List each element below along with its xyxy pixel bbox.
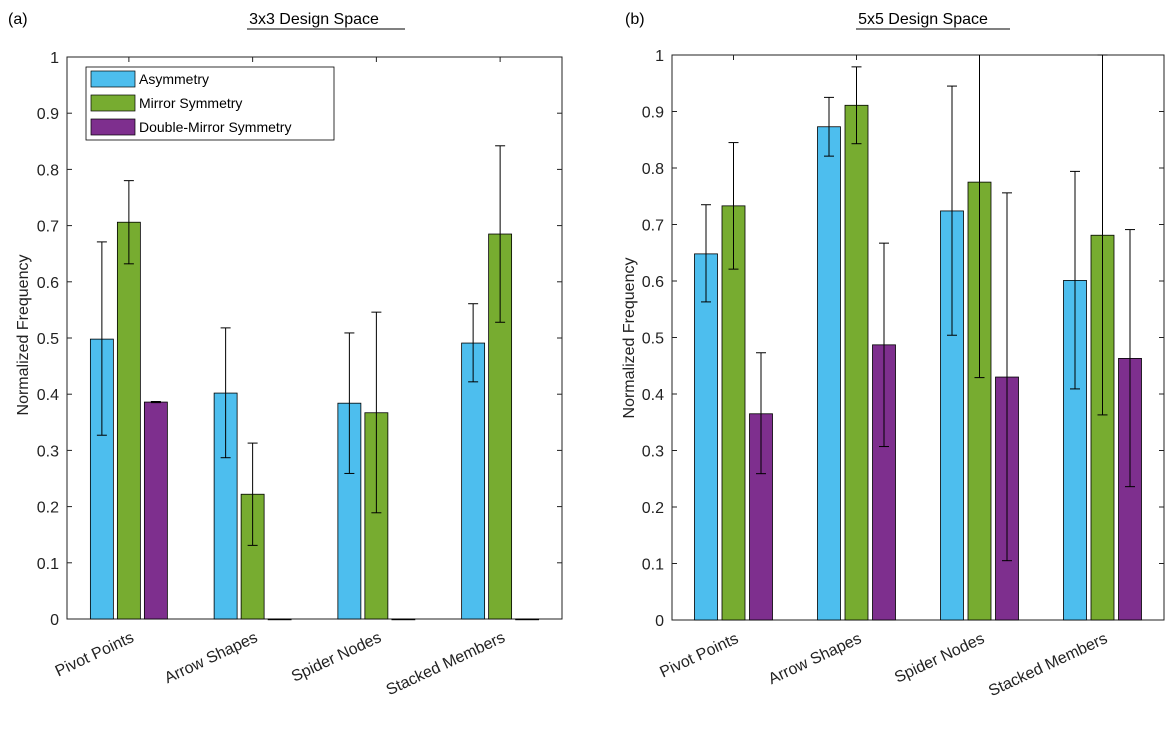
legend-swatch-asymmetry xyxy=(90,70,136,88)
axes-box xyxy=(66,56,563,620)
axes-box xyxy=(671,54,1165,621)
x-tick-label: Spider Nodes xyxy=(892,630,987,686)
y-tick-label: 0.3 xyxy=(642,444,664,461)
chart-title: 5x5 Design Space xyxy=(858,11,988,28)
legend: Asymmetry Mirror Symmetry Double-Mirror … xyxy=(85,66,335,141)
plot-area-a: 0 0.1 0.2 0.3 0.4 0.5 0.6 0.7 0.8 0.9 1 Pivot Point… xyxy=(37,50,563,699)
y-tick-label: 0.4 xyxy=(37,387,59,404)
x-tick-label: Pivot Points xyxy=(657,630,741,681)
y-tick-label: 0.6 xyxy=(37,275,59,292)
y-tick-label: 0.9 xyxy=(37,106,59,123)
y-axis-label: Normalized Frequency xyxy=(621,258,638,419)
legend-swatch-double-mirror xyxy=(90,118,136,136)
y-tick-label: 0.7 xyxy=(642,218,664,235)
bar-double-mirror-symmetry-pivot-points xyxy=(143,401,168,620)
y-tick-label: 0.3 xyxy=(37,443,59,460)
y-tick-label: 0 xyxy=(655,613,664,630)
x-tick-label: Arrow Shapes xyxy=(766,630,864,688)
panel-label: (b) xyxy=(625,11,645,28)
y-tick-label: 0.1 xyxy=(642,557,664,574)
y-tick-label: 0.4 xyxy=(642,387,664,404)
y-tick-label: 0.8 xyxy=(37,162,59,179)
x-tick-label: Pivot Points xyxy=(53,629,137,680)
panel-b: (b) 5x5 Design Space Normalized Frequenc… xyxy=(621,11,1165,700)
bar-asymmetry-arrow-shapes xyxy=(817,126,841,621)
chart-title: 3x3 Design Space xyxy=(249,11,379,28)
bar-mirror-symmetry-pivot-points xyxy=(116,221,141,620)
bar-asymmetry-pivot-points xyxy=(694,253,718,621)
y-tick-label: 0.6 xyxy=(642,274,664,291)
legend-swatch-mirror xyxy=(90,94,136,112)
panel-a: (a) 3x3 Design Space Normalized Frequenc… xyxy=(8,11,563,699)
bar-asymmetry-stacked-members xyxy=(461,342,486,620)
y-tick-label: 0.2 xyxy=(37,500,59,517)
y-tick-label: 1 xyxy=(655,48,664,65)
y-tick-label: 0 xyxy=(50,612,59,629)
legend-label-double-mirror: Double-Mirror Symmetry xyxy=(139,119,291,135)
y-tick-label: 1 xyxy=(50,50,59,67)
y-tick-label: 0.8 xyxy=(642,161,664,178)
bar-mirror-symmetry-arrow-shapes xyxy=(844,104,869,621)
y-tick-label: 0.9 xyxy=(642,105,664,122)
y-tick-label: 0.2 xyxy=(642,500,664,517)
legend-label-asymmetry: Asymmetry xyxy=(139,71,209,87)
x-tick-label: Stacked Members xyxy=(986,630,1110,700)
y-axis-label: Normalized Frequency xyxy=(15,255,32,416)
y-tick-label: 0.5 xyxy=(642,331,664,348)
x-tick-label: Spider Nodes xyxy=(289,629,384,685)
y-tick-label: 0.5 xyxy=(37,331,59,348)
x-tick-label: Arrow Shapes xyxy=(162,629,260,687)
panel-label: (a) xyxy=(8,11,28,28)
y-tick-label: 0.1 xyxy=(37,556,59,573)
y-tick-label: 0.7 xyxy=(37,219,59,236)
x-tick-label: Stacked Members xyxy=(384,629,508,699)
legend-label-mirror: Mirror Symmetry xyxy=(139,95,242,111)
plot-area-b: 0 0.1 0.2 0.3 0.4 0.5 0.6 0.7 0.8 0.9 1 Pivot Point… xyxy=(642,48,1165,700)
